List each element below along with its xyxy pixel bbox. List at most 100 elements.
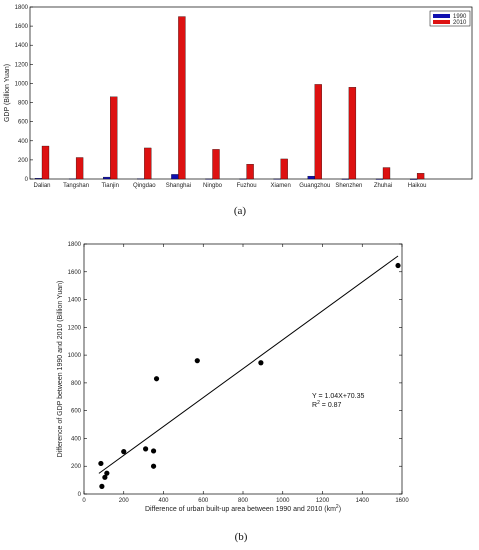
scatter-y-label: Difference of GDP between 1990 and 2010 … (57, 281, 64, 458)
bar-1990-tangshan (68, 178, 77, 180)
scatter-x-tick-label: 0 (82, 498, 86, 504)
bar-y-tick-label: 1400 (15, 43, 29, 49)
bar-x-tick-label: Haikou (408, 183, 427, 189)
bar-y-tick-label: 400 (18, 139, 29, 145)
r-squared-value: = 0.87 (320, 402, 342, 409)
scatter-y-tick-label: 400 (71, 436, 82, 442)
scatter-y-tick-label: 1400 (68, 298, 82, 304)
scatter-chart: 0 200 400 600 800 1000 1200 1400 1600 1800 0 200 40… (57, 242, 409, 513)
bar-1990-tianjin (103, 176, 111, 180)
bar-y-tick-label: 200 (18, 158, 29, 164)
scatter-point (104, 470, 110, 476)
bar-1990-xiamen (273, 178, 281, 180)
scatter-x-label-sup: 2 (336, 504, 339, 510)
bar-2010-tangshan (75, 157, 84, 180)
bar-x-tick-label: Xiamen (271, 183, 291, 189)
scatter-x-label-main: Difference of urban built-up area betwee… (145, 506, 336, 513)
r-squared-exponent: 2 (317, 400, 320, 406)
bar-x-tick-label: Dalian (33, 183, 50, 189)
scatter-y-tick-label: 1000 (68, 353, 82, 359)
scatter-point (395, 262, 401, 269)
scatter-point (194, 358, 200, 364)
bar-x-tick-label: Fuzhou (237, 183, 257, 189)
scatter-point (150, 463, 157, 469)
scatter-point (98, 460, 104, 467)
bar-2010-xiamen (280, 158, 288, 180)
gdp-bar-chart: 0 200 400 600 800 1000 1200 1400 1600 1800 Dalian… (4, 5, 473, 189)
bar-y-tick-label: 800 (18, 101, 29, 107)
scatter-y-tick-label: 1800 (68, 242, 82, 248)
bar-y-tick-label: 1200 (15, 62, 29, 68)
bar-2010-ningbo (212, 149, 220, 180)
scatter-x-tick-label: 1600 (395, 498, 409, 504)
bar-1990-shenzhen (341, 178, 350, 180)
bar-y-tick-label: 1000 (15, 81, 29, 87)
bar-chart-frame (29, 6, 473, 180)
bar-x-tick-label: Shanghai (166, 183, 191, 189)
bar-x-tick-label: Tangshan (63, 183, 89, 189)
scatter-y-tick-label: 800 (71, 381, 82, 387)
scatter-y-tick-label: 1200 (68, 325, 82, 331)
scatter-y-tick-label: 0 (78, 492, 82, 498)
bar-1990-qingdao (137, 178, 145, 180)
bar-x-tick-label: Qingdao (133, 183, 156, 189)
bar-chart-bars (34, 16, 425, 180)
bar-1990-dalian (34, 178, 43, 180)
bar-x-tick-label: Ningbo (203, 183, 223, 189)
scatter-points (98, 262, 401, 489)
scatter-y-tick-label: 200 (71, 464, 82, 470)
bar-x-tick-label: Zhuhai (374, 183, 392, 189)
bar-y-tick-label: 1800 (15, 5, 29, 11)
scatter-point (102, 474, 108, 480)
bar-chart-x-ticks: Dalian Tangshan Tianjin Qingdao Shanghai Ning… (33, 183, 426, 189)
bar-y-tick-label: 0 (25, 177, 29, 183)
scatter-x-tick-label: 800 (238, 498, 249, 504)
r-squared-label: R2 = 0.87 (312, 400, 342, 409)
legend-swatch-2010 (433, 20, 450, 24)
scatter-point (99, 483, 105, 489)
scatter-x-tick-label: 1200 (316, 498, 330, 504)
scatter-x-label: Difference of urban built-up area betwee… (145, 504, 341, 513)
scatter-point (258, 360, 264, 366)
scatter-x-tick-label: 600 (198, 498, 209, 504)
bar-1990-fuzhou (239, 178, 247, 180)
scatter-x-tick-label: 1000 (276, 498, 290, 504)
scatter-x-ticks: 0 200 400 600 800 1000 1200 1400 1600 (82, 244, 409, 504)
bar-2010-guangzhou (314, 84, 322, 180)
scatter-point (121, 449, 127, 455)
scatter-x-tick-label: 1400 (356, 498, 370, 504)
scatter-point (150, 448, 157, 454)
scatter-y-ticks: 0 200 400 600 800 1000 1200 1400 1600 1800 (68, 242, 402, 498)
bar-2010-fuzhou (246, 164, 254, 180)
scatter-point (153, 376, 160, 382)
panel-label-b: (b) (235, 531, 248, 543)
bar-y-tick-label: 1600 (15, 24, 29, 30)
scatter-x-tick-label: 200 (119, 498, 130, 504)
bar-1990-ningbo (205, 178, 213, 180)
bar-2010-dalian (41, 145, 50, 180)
bar-1990-zhuhai (375, 178, 384, 180)
legend-label-2010: 2010 (453, 20, 467, 26)
bar-2010-tianjin (110, 96, 118, 180)
r-squared-prefix: R (312, 402, 317, 409)
bar-1990-guangzhou (307, 175, 315, 180)
bar-2010-shanghai (178, 16, 186, 180)
bar-chart-y-label: GDP (Billion Yuan) (4, 64, 11, 122)
bar-x-tick-label: Shenzhen (335, 183, 362, 189)
bar-1990-haikou (409, 178, 418, 180)
bar-x-tick-label: Tianjin (101, 183, 118, 189)
regression-line (98, 255, 399, 474)
legend-swatch-1990 (433, 14, 450, 18)
scatter-x-label-end: ) (339, 506, 341, 513)
bar-2010-zhuhai (382, 167, 391, 180)
bar-chart-y-ticks: 0 200 400 600 800 1000 1200 1400 1600 1800 (15, 5, 33, 183)
scatter-y-tick-label: 600 (71, 409, 82, 415)
panel-label-a: (a) (234, 205, 247, 217)
scatter-point (143, 446, 149, 452)
bar-2010-haikou (416, 173, 425, 180)
bar-y-tick-label: 600 (18, 120, 29, 126)
regression-equation: Y = 1.04X+70.35 (312, 393, 365, 400)
bar-2010-shenzhen (348, 87, 357, 180)
